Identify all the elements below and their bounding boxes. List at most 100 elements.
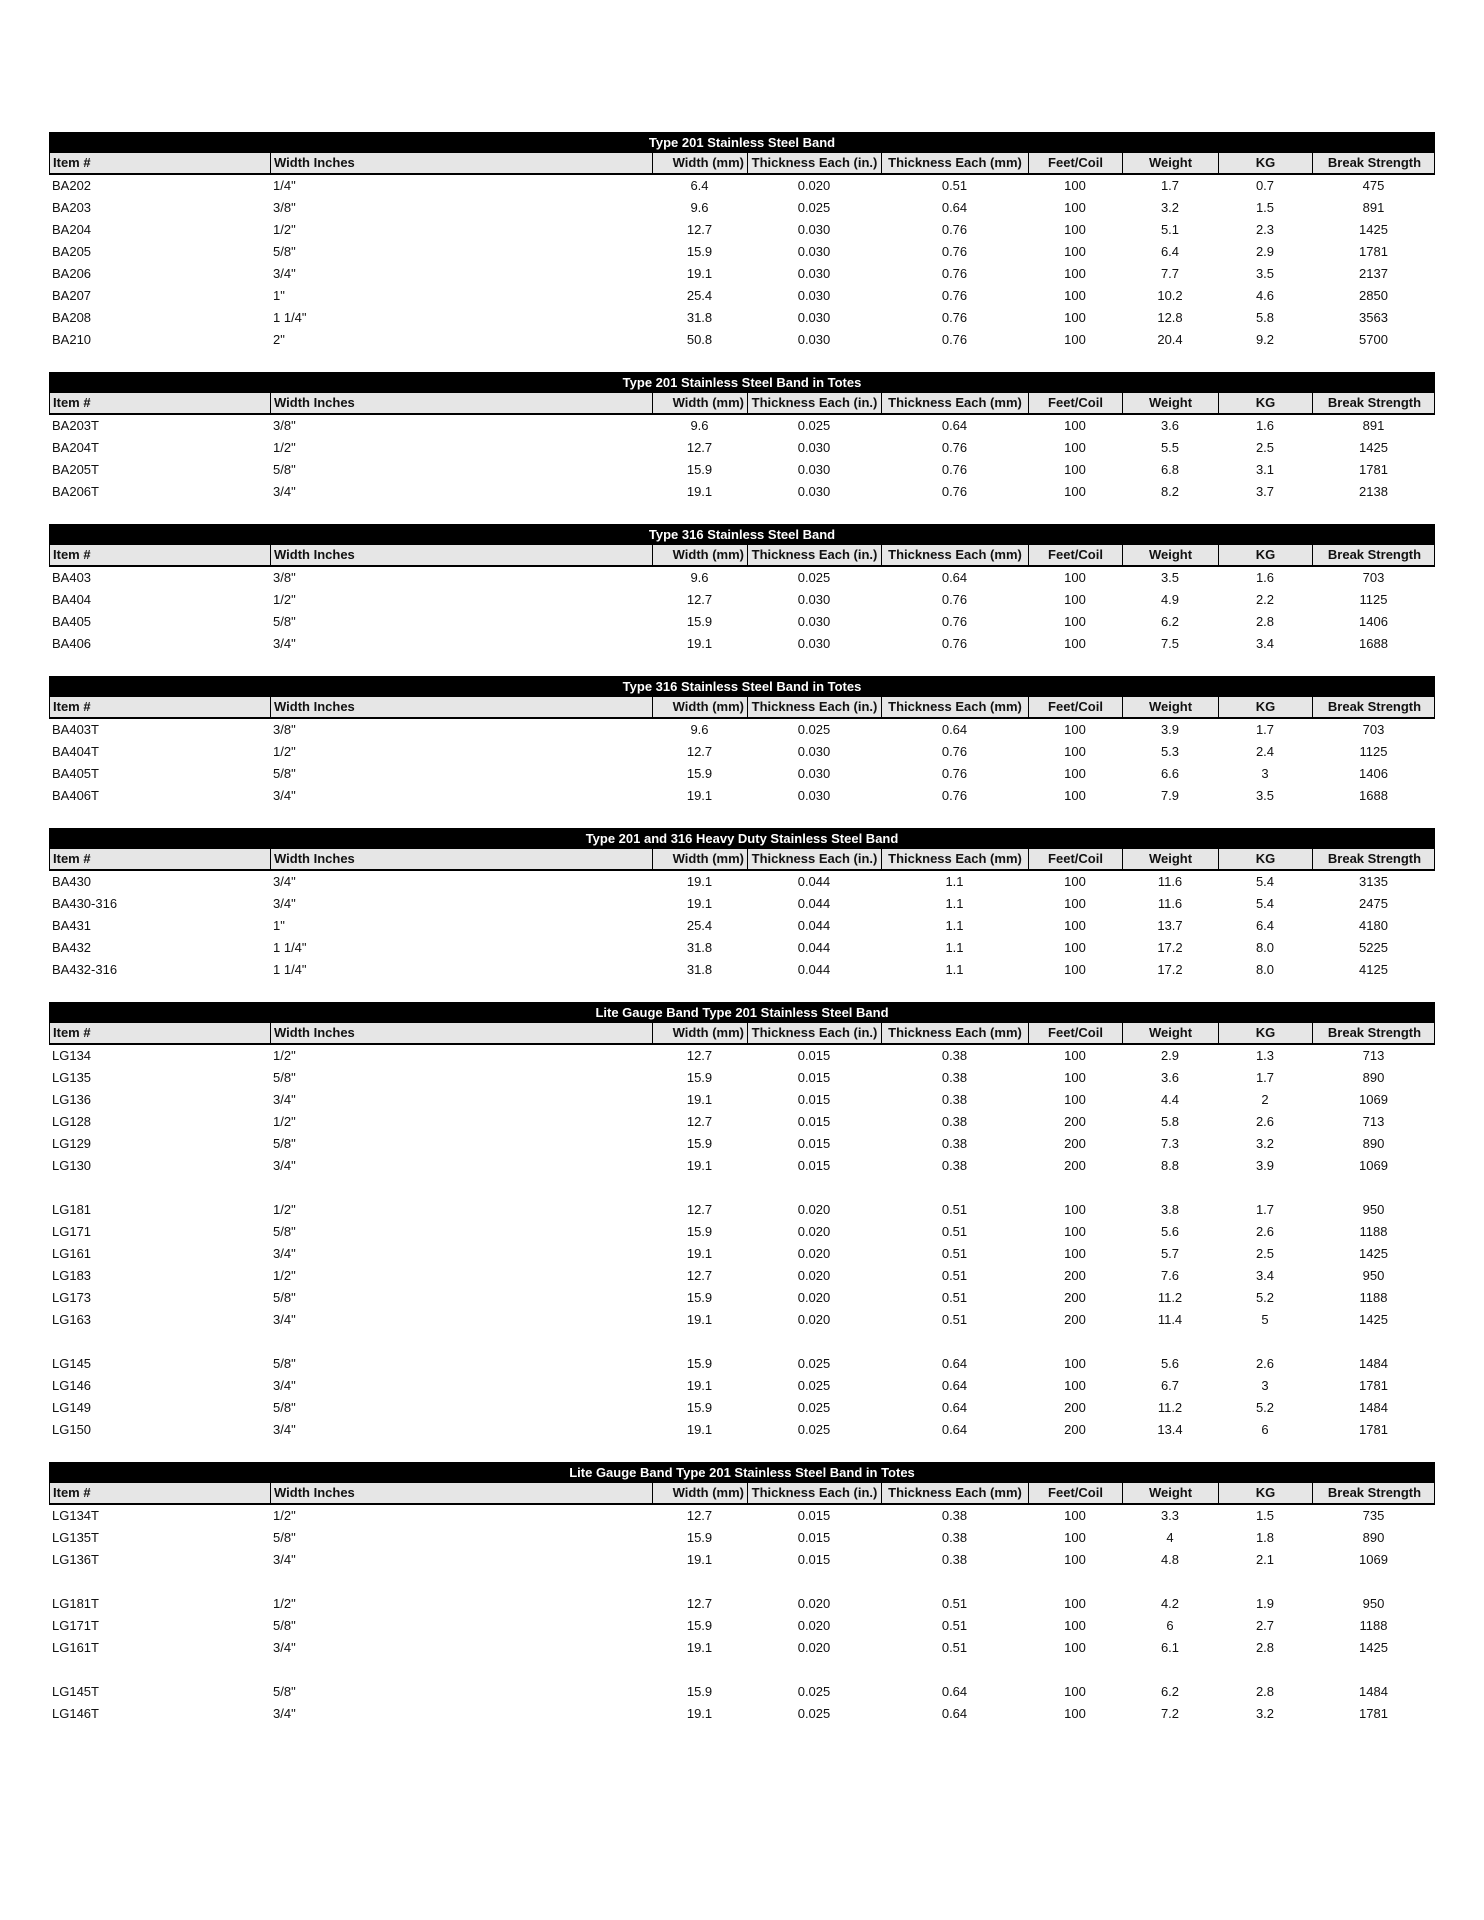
table-cell: 890 xyxy=(1362,1136,1385,1151)
table-cell: 0.030 xyxy=(797,332,831,347)
table-cell: 19.1 xyxy=(686,1246,713,1261)
table: Type 316 Stainless Steel Band in Totes It… xyxy=(49,676,1435,807)
table-row: LG134T 1/2" 12.7 0.015 0.38 100 3.3 1.5 735 xyxy=(49,1505,1435,1527)
table-cell: 1 1/4" xyxy=(273,310,307,325)
table-cell: 1/2" xyxy=(273,1596,296,1611)
table-cell: 3563 xyxy=(1359,310,1388,325)
table-cell: LG134T xyxy=(52,1508,99,1523)
table-cell: 0.015 xyxy=(797,1530,831,1545)
table-cell: 4.6 xyxy=(1255,288,1275,303)
table-cell: 0.51 xyxy=(941,1618,968,1633)
table-cell: 1/2" xyxy=(273,1202,296,1217)
table-cell: 8.2 xyxy=(1160,484,1180,499)
table-cell: 19.1 xyxy=(686,1378,713,1393)
column-header: Thickness Each (mm) xyxy=(882,849,1029,869)
table-cell: 0.025 xyxy=(797,1356,831,1371)
table-cell: 100 xyxy=(1064,1618,1086,1633)
table-cell: BA405 xyxy=(52,614,92,629)
table-cell: 0.76 xyxy=(941,332,968,347)
table-row: BA205T 5/8" 15.9 0.030 0.76 100 6.8 3.1 1781 xyxy=(49,459,1435,481)
column-header: Width Inches xyxy=(271,153,653,173)
column-header: Weight xyxy=(1123,1023,1219,1043)
table-row: BA205 5/8" 15.9 0.030 0.76 100 6.4 2.9 1781 xyxy=(49,241,1435,263)
table-title: Type 201 Stainless Steel Band in Totes xyxy=(49,372,1435,393)
table-cell: 891 xyxy=(1362,200,1385,215)
column-header: Break Strength xyxy=(1327,395,1422,410)
table-cell: LG135T xyxy=(52,1530,99,1545)
table-row: LG136 3/4" 19.1 0.015 0.38 100 4.4 2 1069 xyxy=(49,1089,1435,1111)
table-cell: 0.025 xyxy=(797,570,831,585)
table-cell: 1069 xyxy=(1359,1158,1388,1173)
table-cell: 4 xyxy=(1166,1530,1174,1545)
table-cell: 1/2" xyxy=(273,222,296,237)
table-cell: 0.020 xyxy=(797,1312,831,1327)
table-cell: 20.4 xyxy=(1157,332,1183,347)
table-cell: 100 xyxy=(1064,766,1086,781)
column-header: Thickness Each (in.) xyxy=(748,545,882,565)
column-header: Thickness Each (mm) xyxy=(882,393,1029,413)
table-cell: 5/8" xyxy=(273,1400,296,1415)
table-cell: LG145T xyxy=(52,1684,99,1699)
column-header: Weight xyxy=(1123,545,1219,565)
table-cell: 0.030 xyxy=(797,636,831,651)
table-cell: 100 xyxy=(1064,1378,1086,1393)
table-cell: 1.1 xyxy=(945,918,964,933)
table-cell: 4.4 xyxy=(1160,1092,1180,1107)
table-cell: 9.2 xyxy=(1255,332,1275,347)
table-cell: 1781 xyxy=(1359,1378,1388,1393)
column-header: Item # xyxy=(50,697,271,717)
column-header: Item # xyxy=(50,849,271,869)
table-cell: 0.015 xyxy=(797,1048,831,1063)
table-cell: 713 xyxy=(1362,1114,1385,1129)
table-cell: 2.2 xyxy=(1255,592,1275,607)
table-cell: 0.030 xyxy=(797,266,831,281)
table-row: LG135T 5/8" 15.9 0.015 0.38 100 4 1.8 890 xyxy=(49,1527,1435,1549)
table-row: BA202 1/4" 6.4 0.020 0.51 100 1.7 0.7 475 xyxy=(49,175,1435,197)
table-cell: 3/4" xyxy=(273,788,296,803)
table-cell: 3.5 xyxy=(1255,266,1275,281)
table-cell: 3.6 xyxy=(1160,1070,1180,1085)
table-cell: 3.2 xyxy=(1255,1136,1275,1151)
table-cell: 12.7 xyxy=(686,440,713,455)
table-cell: 0.7 xyxy=(1255,178,1275,193)
table-cell: 100 xyxy=(1064,1246,1086,1261)
table-cell: 0.044 xyxy=(797,918,831,933)
table-cell: 0.015 xyxy=(797,1092,831,1107)
table-cell: 0.020 xyxy=(797,1618,831,1633)
table-cell: 3.9 xyxy=(1255,1158,1275,1173)
table-cell: 5/8" xyxy=(273,1618,296,1633)
table-cell: 0.025 xyxy=(797,1422,831,1437)
table-row: BA203 3/8" 9.6 0.025 0.64 100 3.2 1.5 891 xyxy=(49,197,1435,219)
table-cell: 0.64 xyxy=(941,1378,968,1393)
column-header: KG xyxy=(1219,849,1313,869)
table-row: BA406T 3/4" 19.1 0.030 0.76 100 7.9 3.5 1688 xyxy=(49,785,1435,807)
table-cell: 0.38 xyxy=(941,1114,968,1129)
table-cell: 5/8" xyxy=(273,614,296,629)
table-cell: 12.7 xyxy=(686,1114,713,1129)
table-cell: 19.1 xyxy=(686,636,713,651)
table-cell: 6.2 xyxy=(1160,1684,1180,1699)
table-cell: 3/4" xyxy=(273,1640,296,1655)
table-cell: 0.76 xyxy=(941,266,968,281)
table-cell: 891 xyxy=(1362,418,1385,433)
table-cell: 2.6 xyxy=(1255,1224,1275,1239)
table-cell: 1.5 xyxy=(1255,1508,1275,1523)
table-cell: 9.6 xyxy=(690,418,709,433)
header-row: Item # Width Inches Width (mm) Thickness Ea… xyxy=(49,849,1435,871)
column-header: Width (mm) xyxy=(653,393,748,413)
table-cell: 6.6 xyxy=(1160,766,1180,781)
table-cell: LG136 xyxy=(52,1092,92,1107)
table-cell: 0.76 xyxy=(941,766,968,781)
column-header: KG xyxy=(1219,1023,1313,1043)
table-cell: 713 xyxy=(1362,1048,1385,1063)
column-header: Width (mm) xyxy=(653,1023,748,1043)
table-cell: 100 xyxy=(1064,636,1086,651)
table-cell: BA206T xyxy=(52,484,99,499)
table-cell: LG135 xyxy=(52,1070,92,1085)
header-row: Item # Width Inches Width (mm) Thickness Ea… xyxy=(49,1483,1435,1505)
table-cell: 3/4" xyxy=(273,484,296,499)
table-cell: 1484 xyxy=(1359,1356,1388,1371)
table-cell: 100 xyxy=(1064,1706,1086,1721)
table-cell: 1/2" xyxy=(273,744,296,759)
